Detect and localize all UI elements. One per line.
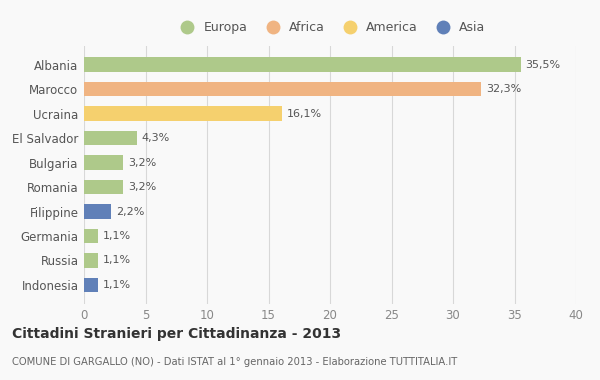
Text: 2,2%: 2,2% bbox=[116, 206, 145, 217]
Bar bbox=[84, 131, 137, 146]
Text: 1,1%: 1,1% bbox=[103, 280, 131, 290]
Bar bbox=[84, 106, 282, 121]
Legend: Europa, Africa, America, Asia: Europa, Africa, America, Asia bbox=[175, 21, 485, 34]
Text: 3,2%: 3,2% bbox=[128, 158, 157, 168]
Bar bbox=[84, 82, 481, 97]
Text: 3,2%: 3,2% bbox=[128, 182, 157, 192]
Bar bbox=[84, 277, 98, 292]
Text: COMUNE DI GARGALLO (NO) - Dati ISTAT al 1° gennaio 2013 - Elaborazione TUTTITALI: COMUNE DI GARGALLO (NO) - Dati ISTAT al … bbox=[12, 357, 457, 367]
Bar bbox=[84, 253, 98, 268]
Text: 16,1%: 16,1% bbox=[287, 109, 322, 119]
Text: 4,3%: 4,3% bbox=[142, 133, 170, 143]
Text: 1,1%: 1,1% bbox=[103, 231, 131, 241]
Text: 1,1%: 1,1% bbox=[103, 255, 131, 266]
Text: Cittadini Stranieri per Cittadinanza - 2013: Cittadini Stranieri per Cittadinanza - 2… bbox=[12, 327, 341, 341]
Bar bbox=[84, 180, 124, 195]
Bar bbox=[84, 229, 98, 243]
Text: 32,3%: 32,3% bbox=[486, 84, 521, 94]
Bar bbox=[84, 57, 521, 72]
Bar bbox=[84, 155, 124, 170]
Text: 35,5%: 35,5% bbox=[526, 60, 560, 70]
Bar bbox=[84, 204, 111, 219]
